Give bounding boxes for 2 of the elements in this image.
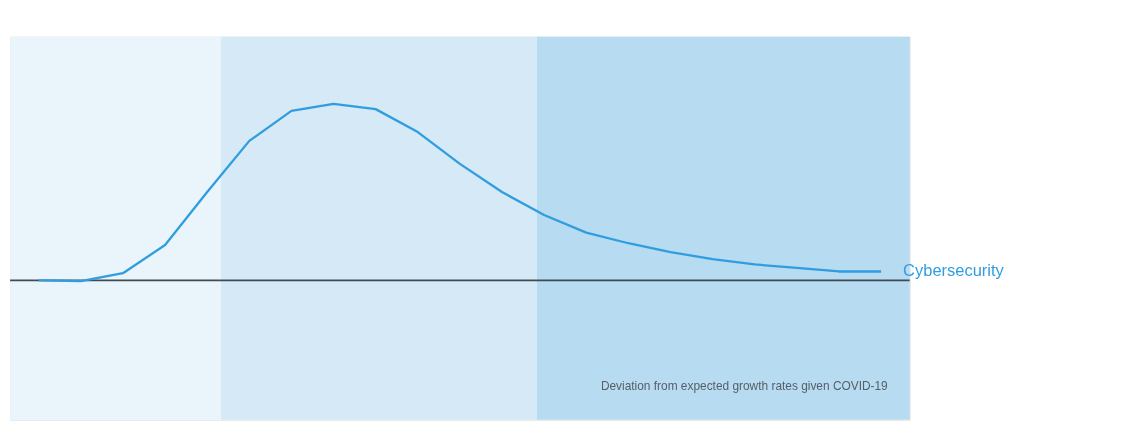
text: Deviation from expected growth rates given COVID-19	[600, 379, 889, 394]
series-label: Cybersecurity	[903, 261, 1005, 280]
